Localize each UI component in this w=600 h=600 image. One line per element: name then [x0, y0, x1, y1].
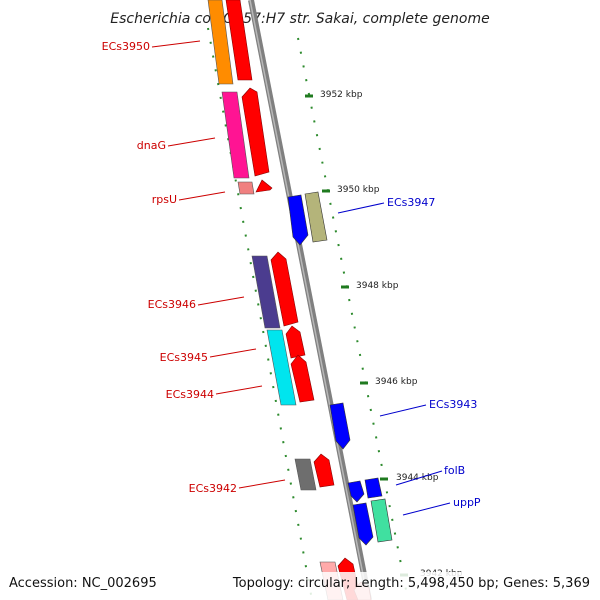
outer-ring-edge [297, 37, 409, 600]
gene-label-dnaG: dnaG [137, 139, 166, 152]
gene-label-ECs3945: ECs3945 [160, 351, 208, 364]
gene-uppP-arrow [352, 502, 374, 546]
gene-label-rpsU: rpsU [152, 193, 177, 206]
label-connector [238, 479, 286, 489]
gene-rpsU-arrow [237, 181, 255, 195]
kbp-ticks [305, 94, 408, 577]
gene-dnaG-arrow [221, 91, 250, 179]
label-connector [151, 40, 201, 48]
gene-label-folB: folB [444, 464, 465, 477]
label-connector [395, 470, 443, 486]
gene-ECs3943-arrow [329, 402, 351, 450]
rna-ECs3945-arrow [285, 325, 306, 359]
gene-label-ECs3946: ECs3946 [148, 298, 196, 311]
label-connector [337, 202, 385, 214]
gene-ECs3947b-arrow [304, 191, 328, 243]
label-connector [209, 348, 257, 358]
kbp-label: 3948 kbp [356, 281, 399, 291]
rna-ECs3946-arrow [270, 251, 299, 327]
label-connector [197, 296, 245, 306]
gene-ECs3947-arrow [287, 194, 309, 246]
left-strand-genes [207, 0, 344, 600]
right-gene-labels: ECs3947 ECs3943 folB uppP [337, 196, 481, 516]
gene-ECs3942-arrow [294, 458, 317, 491]
gene-label-uppP: uppP [453, 496, 481, 509]
kbp-label: 3952 kbp [320, 90, 363, 100]
footer-background [0, 572, 600, 600]
gene-label-ECs3947: ECs3947 [387, 196, 435, 209]
topology-text: Topology: circular; Length: 5,498,450 bp… [232, 576, 590, 591]
left-gene-labels: ECs3950 dnaG rpsU ECs3946 ECs3945 ECs394… [102, 40, 286, 495]
gene-folB2-arrow [364, 477, 383, 499]
gene-ECs3945-arrow [266, 329, 297, 406]
label-connector [215, 385, 263, 395]
rna-ECs3944-arrow [290, 354, 315, 403]
label-connector [178, 191, 226, 201]
label-connector [402, 502, 451, 516]
label-connector [167, 137, 216, 147]
map-title: Escherichia coli O157:H7 str. Sakai, com… [110, 11, 489, 27]
kbp-label: 3950 kbp [337, 185, 380, 195]
genome-backbone [248, 0, 372, 600]
accession-text: Accession: NC_002695 [9, 576, 157, 591]
gene-ECs3946-arrow [251, 255, 281, 329]
gene-label-ECs3943: ECs3943 [429, 398, 477, 411]
rna-ECs3942-arrow [313, 453, 335, 488]
rna-dnaG-arrow [241, 87, 270, 177]
rna-ECs3950-arrow [225, 0, 253, 81]
right-strand-genes [287, 191, 393, 546]
gene-uppP2-arrow [370, 498, 393, 543]
rna-rpsU-arrow [255, 179, 273, 193]
genome-backbone-highlight [249, 0, 369, 600]
label-connector [379, 404, 427, 417]
gene-folB-arrow [347, 480, 365, 503]
gene-ECs3950-arrow [207, 0, 234, 85]
kbp-label: 3946 kbp [375, 377, 418, 387]
gene-label-ECs3950: ECs3950 [102, 40, 150, 53]
gene-label-ECs3944: ECs3944 [166, 388, 214, 401]
gene-label-ECs3942: ECs3942 [189, 482, 237, 495]
